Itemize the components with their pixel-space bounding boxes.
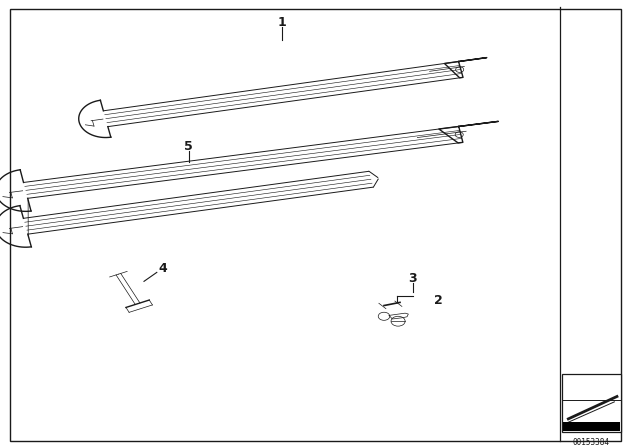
Bar xyxy=(562,374,621,432)
Text: 4: 4 xyxy=(159,262,168,276)
Text: 1: 1 xyxy=(277,16,286,29)
Text: 2: 2 xyxy=(434,293,443,307)
Text: 00153384: 00153384 xyxy=(573,438,610,447)
Text: 5: 5 xyxy=(184,140,193,154)
Bar xyxy=(563,422,620,431)
Text: 3: 3 xyxy=(408,272,417,285)
